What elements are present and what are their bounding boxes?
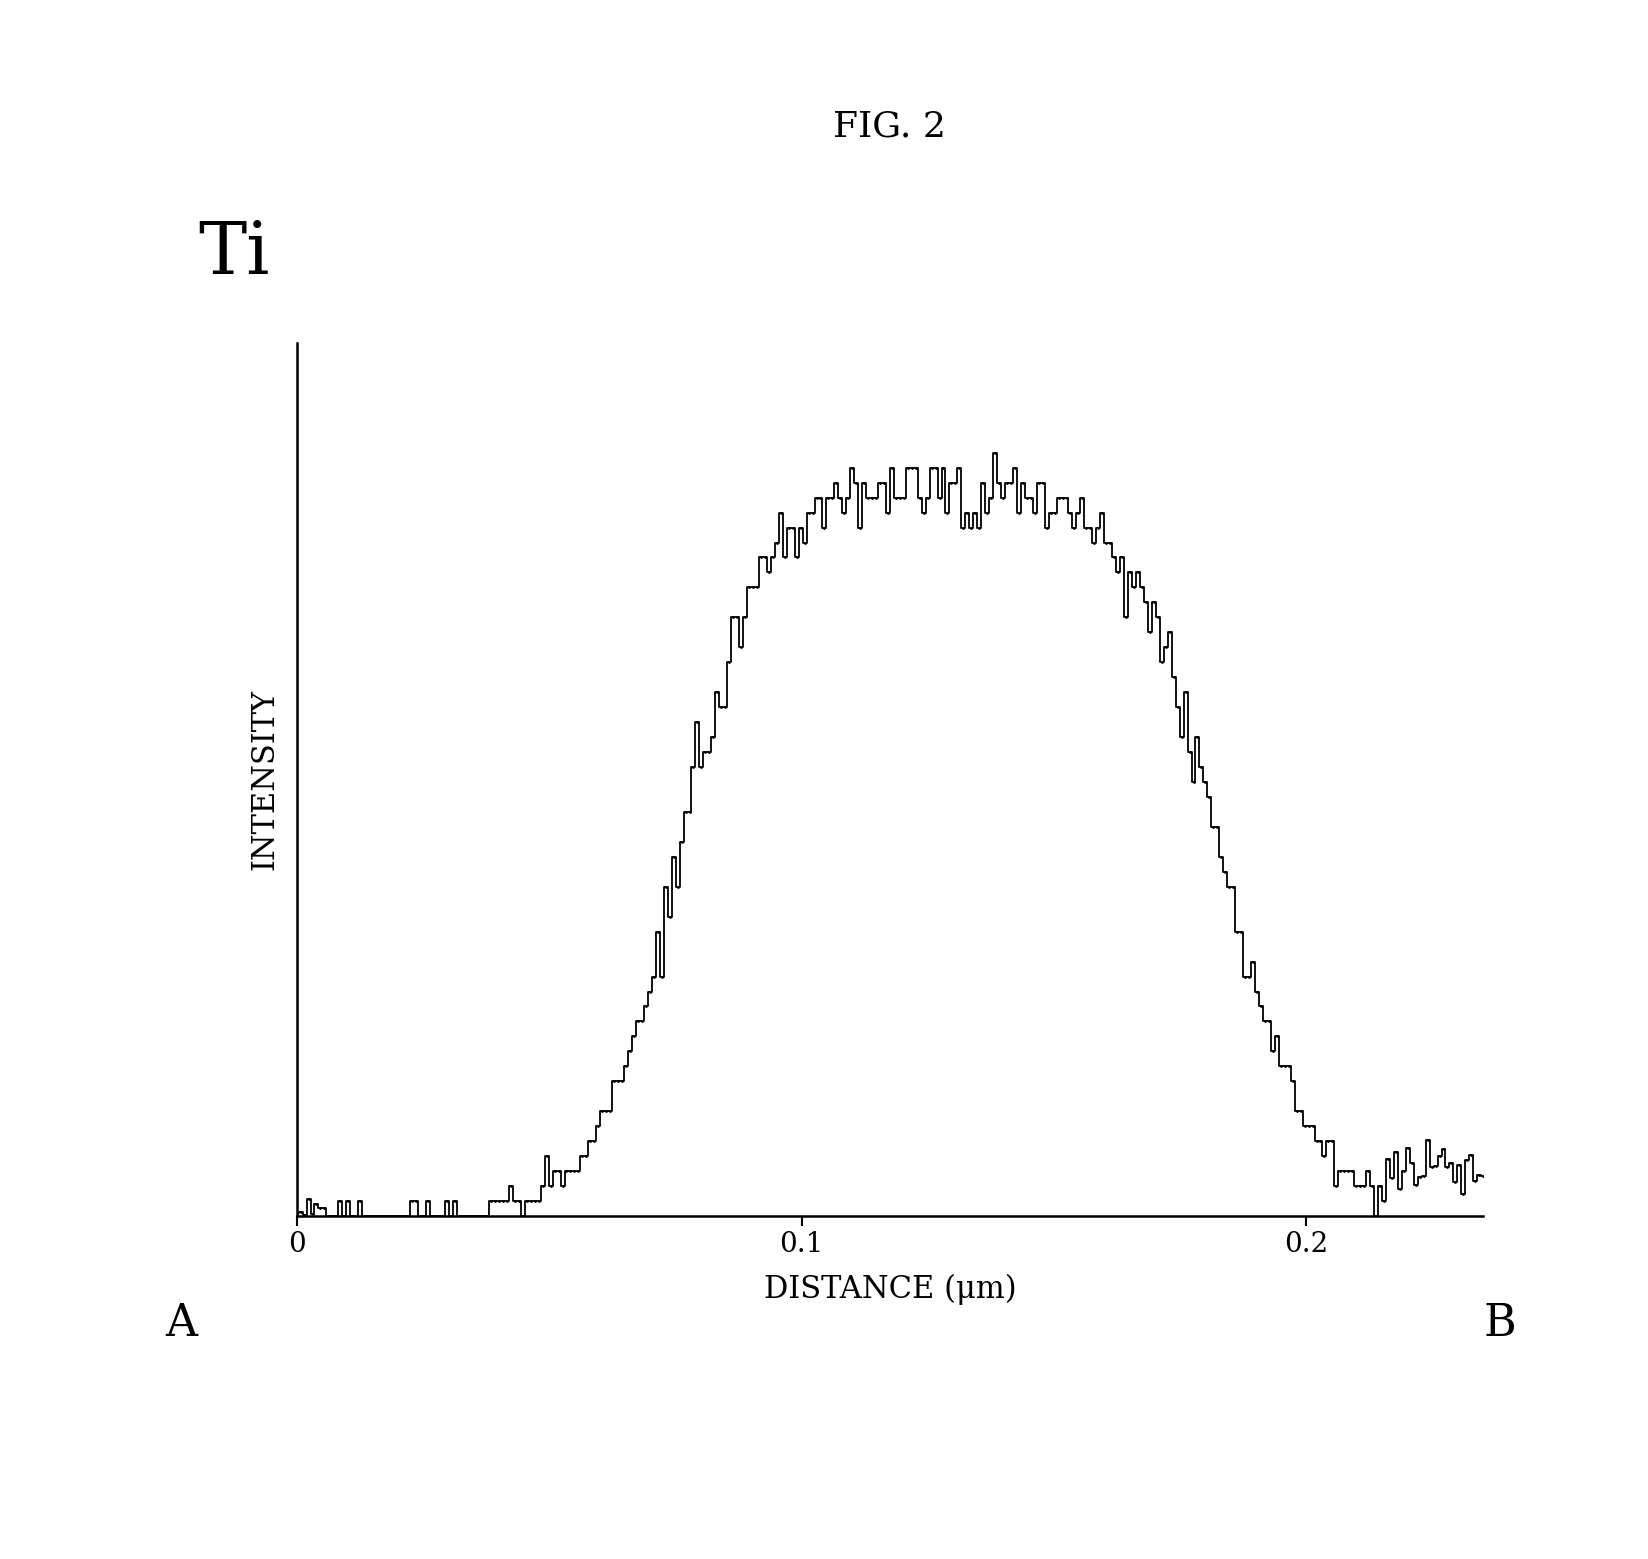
Text: B: B bbox=[1483, 1302, 1516, 1345]
Text: FIG. 2: FIG. 2 bbox=[834, 109, 946, 143]
Text: A: A bbox=[165, 1302, 196, 1345]
X-axis label: DISTANCE (μm): DISTANCE (μm) bbox=[763, 1274, 1017, 1305]
Y-axis label: INTENSITY: INTENSITY bbox=[249, 689, 280, 870]
Text: Ti: Ti bbox=[198, 218, 269, 288]
